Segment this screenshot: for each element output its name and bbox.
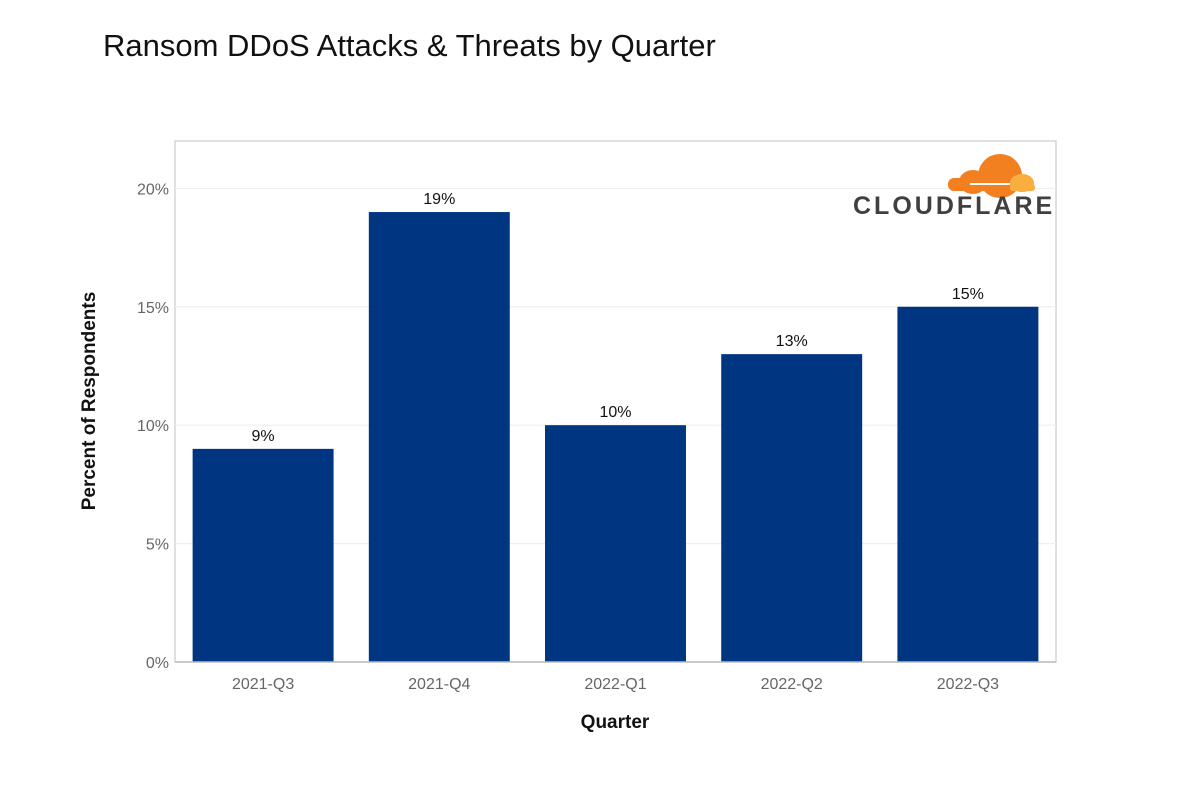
logo-text: CLOUDFLARE [853, 192, 1055, 220]
data-label: 19% [423, 191, 455, 208]
data-label: 10% [599, 404, 631, 421]
bar [721, 354, 863, 662]
chart-title: Ransom DDoS Attacks & Threats by Quarter [103, 28, 716, 63]
bars [192, 212, 1039, 662]
x-tick-label: 2022-Q3 [937, 676, 999, 693]
data-labels: 9% 19% 10% 13% 15% [252, 191, 984, 445]
bar [545, 425, 686, 662]
data-label: 15% [952, 286, 984, 303]
cloudflare-logo: CLOUDFLARE [853, 154, 1055, 220]
cloud-icon [948, 154, 1035, 198]
x-tick-label: 2021-Q4 [408, 676, 470, 693]
y-tick-label: 15% [137, 300, 169, 317]
y-tick-label: 5% [146, 537, 169, 554]
x-axis-ticks: 2021-Q3 2021-Q4 2022-Q1 2022-Q2 2022-Q3 [232, 676, 999, 693]
data-label: 9% [252, 428, 275, 445]
y-axis-title: Percent of Respondents [79, 292, 100, 511]
data-label: 13% [776, 333, 808, 350]
y-tick-label: 0% [146, 655, 169, 672]
x-tick-label: 2021-Q3 [232, 676, 294, 693]
x-axis-title: Quarter [581, 712, 650, 733]
y-axis-ticks: 0% 5% 10% 15% 20% [137, 181, 169, 672]
y-tick-label: 10% [137, 418, 169, 435]
x-tick-label: 2022-Q2 [761, 676, 823, 693]
bar [192, 448, 334, 662]
y-tick-label: 20% [137, 181, 169, 198]
bar [368, 212, 510, 662]
x-tick-label: 2022-Q1 [584, 676, 646, 693]
bar [897, 306, 1039, 662]
